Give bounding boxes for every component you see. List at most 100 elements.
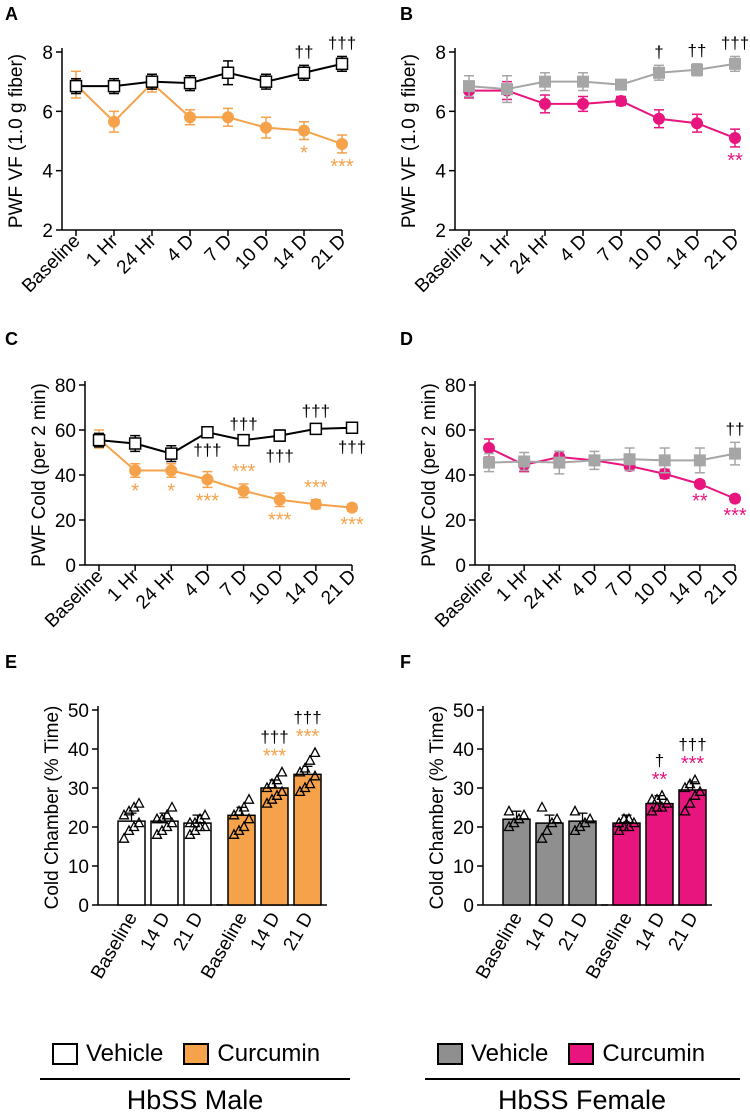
panel-label-c: C xyxy=(5,329,18,349)
series-line-vehicle-b xyxy=(468,62,736,91)
data-point-vehicle-c xyxy=(237,433,250,447)
data-point-e xyxy=(161,808,173,820)
data-point-vehicle-a xyxy=(297,66,311,80)
data-point-f xyxy=(518,808,530,820)
y-tick-label-f: 20 xyxy=(453,818,474,839)
y-tick-label-e: 50 xyxy=(68,701,89,722)
x-tick-label-c: 10 D xyxy=(245,566,288,609)
data-point-curcumin-c xyxy=(346,501,358,514)
y-tick-label-d: 80 xyxy=(445,376,466,397)
data-point-curcumin-a xyxy=(108,115,120,128)
data-point-f xyxy=(661,797,673,808)
x-tick-label-a: 21 D xyxy=(307,231,350,274)
annotation-dagger-e: ††† xyxy=(293,708,321,727)
x-tick-label-d: 10 D xyxy=(630,566,673,609)
data-point-e xyxy=(276,785,288,797)
bar-e xyxy=(183,822,212,906)
legend-label-curcumin-male: Curcumin xyxy=(217,1040,321,1067)
data-point-curcumin-c xyxy=(201,473,214,486)
annotation-dagger-b: ††† xyxy=(721,33,749,52)
legend-label-vehicle-female: Vehicle xyxy=(471,1040,549,1067)
x-tick-label-d: 21 D xyxy=(700,566,743,609)
legend-male: Vehicle Curcumin xyxy=(52,1040,320,1068)
data-point-curcumin-a xyxy=(260,121,272,134)
y-tick-label-d: 0 xyxy=(455,556,466,577)
x-tick-label-e: 14 D xyxy=(137,909,175,954)
y-tick-label-f: 30 xyxy=(453,779,474,800)
y-tick-label-f: 40 xyxy=(453,740,474,761)
data-point-vehicle-b xyxy=(577,75,589,88)
y-tick-label-f: 10 xyxy=(453,857,474,878)
data-point-e xyxy=(271,773,283,785)
y-tick-label-f: 50 xyxy=(453,701,474,722)
y-axis-title-b: PWF VF (1.0 g fiber) xyxy=(399,54,420,228)
y-tick-label-b: 4 xyxy=(435,162,446,183)
data-point-curcumin-b xyxy=(615,94,627,107)
x-tick-label-b: 10 D xyxy=(624,231,667,274)
data-point-f xyxy=(569,805,581,816)
data-point-vehicle-b xyxy=(691,63,703,76)
data-point-f xyxy=(689,773,701,785)
data-point-f xyxy=(551,812,563,824)
data-point-e xyxy=(309,746,321,758)
data-point-vehicle-d xyxy=(588,454,601,467)
annotation-dagger-f: ††† xyxy=(678,735,706,754)
data-point-vehicle-b xyxy=(501,83,513,96)
y-tick-label-a: 6 xyxy=(42,102,53,123)
x-tick-label-d: 24 Hr xyxy=(520,565,568,613)
x-tick-label-e: 14 D xyxy=(247,909,285,954)
y-axis-title-e: Cold Chamber (% Time) xyxy=(42,706,63,910)
data-point-e xyxy=(199,820,211,832)
data-point-vehicle-c xyxy=(128,437,142,450)
data-point-vehicle-c xyxy=(273,429,286,442)
divider-male xyxy=(40,1078,350,1080)
bar-e xyxy=(150,820,179,906)
data-point-vehicle-c xyxy=(201,426,214,439)
data-point-e xyxy=(304,754,316,765)
data-point-f xyxy=(503,805,515,816)
data-point-vehicle-d xyxy=(553,456,566,469)
annotation-significance-c: *** xyxy=(304,477,328,499)
x-tick-label-f: 21 D xyxy=(555,909,593,954)
annotation-significance-a: * xyxy=(300,143,308,165)
y-axis-title-d: PWF Cold (per 2 min) xyxy=(419,383,440,567)
bar-e xyxy=(293,773,322,906)
panel-label-b: B xyxy=(400,4,413,24)
data-point-e xyxy=(199,808,211,820)
annotation-significance-c: *** xyxy=(232,461,256,483)
y-tick-label-d: 20 xyxy=(445,511,466,532)
x-tick-label-a: 24 Hr xyxy=(113,230,161,278)
data-point-f xyxy=(584,812,596,824)
bar-f xyxy=(568,820,597,906)
data-point-vehicle-b xyxy=(463,80,475,93)
y-tick-label-c: 60 xyxy=(55,421,76,442)
x-tick-label-a: 10 D xyxy=(231,231,274,274)
data-point-curcumin-d xyxy=(693,478,706,490)
group-title-female: HbSS Female xyxy=(497,1085,667,1115)
annotation-dagger-c: ††† xyxy=(302,401,330,420)
data-point-vehicle-c xyxy=(165,447,178,460)
data-point-vehicle-a xyxy=(69,79,83,93)
group-title-male: HbSS Male xyxy=(126,1085,264,1115)
y-tick-label-e: 10 xyxy=(68,857,89,878)
y-tick-label-a: 2 xyxy=(42,221,53,242)
data-point-vehicle-d xyxy=(658,454,671,467)
data-point-e xyxy=(238,801,250,812)
legend-label-curcumin-female: Curcumin xyxy=(602,1040,706,1067)
data-point-e xyxy=(118,832,130,843)
data-point-f xyxy=(536,801,548,812)
data-point-e xyxy=(133,816,145,828)
data-point-vehicle-d xyxy=(693,454,706,467)
y-tick-label-a: 8 xyxy=(42,43,53,64)
annotation-dagger-e: ††† xyxy=(260,727,288,746)
annotation-significance-c: * xyxy=(131,480,139,502)
data-point-curcumin-a xyxy=(184,111,196,124)
panel-label-f: F xyxy=(400,652,411,672)
data-point-vehicle-c xyxy=(92,433,106,447)
y-tick-label-a: 4 xyxy=(42,162,53,183)
data-point-vehicle-d xyxy=(483,456,495,469)
x-tick-label-b: 7 D xyxy=(594,231,630,267)
x-tick-label-f: Baseline xyxy=(472,909,527,983)
y-axis-title-f: Cold Chamber (% Time) xyxy=(427,706,448,910)
data-point-curcumin-c xyxy=(273,493,286,506)
